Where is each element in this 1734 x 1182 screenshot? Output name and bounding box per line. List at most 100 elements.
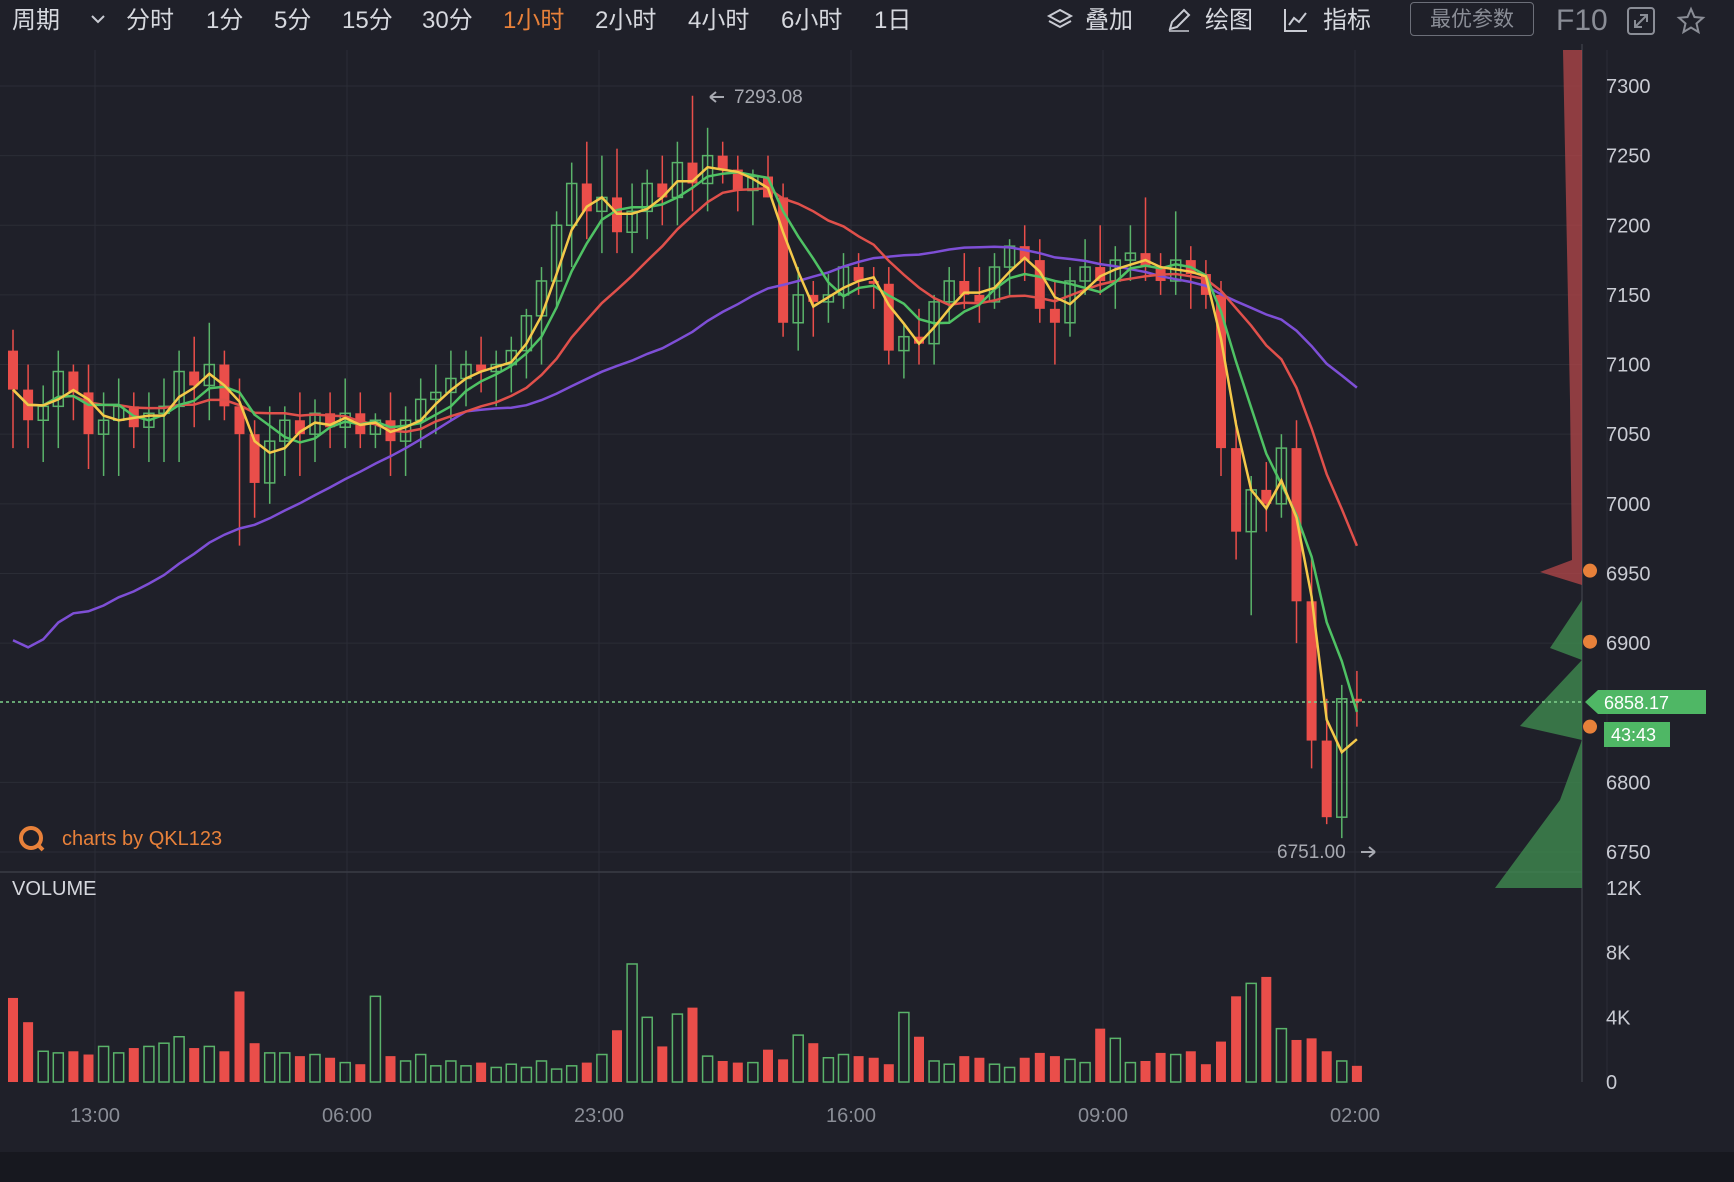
volume-bar-up bbox=[203, 1045, 216, 1083]
toolbar: 周期 分时 1分 5分 15分 30分 1小时 2小时 4小时 6小时 1日 叠… bbox=[0, 0, 1734, 44]
candle-down bbox=[1216, 294, 1226, 449]
candle-up bbox=[701, 154, 714, 185]
volume-bar-down bbox=[83, 1054, 94, 1082]
candle-up bbox=[203, 363, 216, 387]
star-icon[interactable] bbox=[1676, 6, 1706, 41]
volume-bar-down bbox=[1140, 1060, 1151, 1082]
volume-bar-up bbox=[626, 963, 638, 1083]
interval-tab[interactable]: 15分 bbox=[342, 7, 393, 34]
interval-tab[interactable]: 1日 bbox=[874, 7, 912, 34]
expand-icon[interactable] bbox=[1626, 6, 1656, 41]
candle-up bbox=[143, 412, 155, 428]
volume-profile bbox=[1495, 50, 1582, 888]
overlay-button[interactable]: 叠加 bbox=[1085, 7, 1133, 34]
volume-bar-down bbox=[234, 991, 245, 1082]
candle-up bbox=[1079, 266, 1091, 282]
volume-bar-down bbox=[128, 1048, 139, 1082]
volume-bar-down bbox=[732, 1062, 743, 1082]
order-dot bbox=[1583, 634, 1597, 649]
y-tick-label: 6750 bbox=[1606, 842, 1651, 864]
candle-up bbox=[898, 335, 910, 352]
interval-tab[interactable]: 1分 bbox=[206, 7, 244, 34]
volume-bar-up bbox=[339, 1061, 351, 1083]
interval-tab-active[interactable]: 1小时 bbox=[503, 7, 565, 34]
volume-tick-label: 4K bbox=[1606, 1007, 1631, 1029]
volume-bar-up bbox=[97, 1045, 110, 1083]
volume-bar-up bbox=[1079, 1061, 1091, 1083]
volume-bar-down bbox=[1034, 1052, 1045, 1082]
volume-bar-down bbox=[249, 1043, 260, 1082]
x-tick-label: 16:00 bbox=[826, 1105, 876, 1127]
candle-down bbox=[1095, 267, 1106, 281]
volume-bar-down bbox=[808, 1043, 819, 1082]
y-tick-label: 7200 bbox=[1606, 215, 1651, 237]
interval-tab[interactable]: 2小时 bbox=[595, 7, 657, 34]
volume-bar-down bbox=[355, 1064, 366, 1082]
high-label: 7293.08 bbox=[734, 87, 803, 108]
period-label[interactable]: 周期 bbox=[12, 7, 60, 34]
volume-bar-up bbox=[414, 1053, 427, 1083]
volume-bar-down bbox=[1351, 1065, 1362, 1082]
qkl-logo-tail bbox=[35, 842, 45, 852]
profile-buy bbox=[1495, 600, 1582, 888]
y-tick-label: 6950 bbox=[1606, 563, 1651, 585]
layers-icon[interactable] bbox=[1046, 6, 1074, 39]
volume-bar-down bbox=[385, 1056, 396, 1082]
candlestick-chart[interactable]: 6750 6800 6900 6950 7000 7050 7100 7150 7200 7250… bbox=[0, 44, 1734, 1152]
volume-bar-down bbox=[1291, 1039, 1302, 1082]
profile-sell bbox=[1540, 50, 1582, 585]
volume-bar-up bbox=[445, 1060, 457, 1083]
candle-down bbox=[778, 197, 789, 323]
volume-bar-up bbox=[52, 1052, 65, 1083]
volume-bar-up bbox=[1109, 1037, 1122, 1083]
x-tick-label: 09:00 bbox=[1078, 1105, 1128, 1127]
volume-bar-down bbox=[1231, 996, 1242, 1082]
volume-bar-down bbox=[763, 1049, 773, 1082]
line-chart-icon[interactable] bbox=[1282, 6, 1310, 39]
candle-up bbox=[97, 419, 110, 435]
volume-bar-up bbox=[399, 1060, 412, 1083]
interval-tab[interactable]: 4小时 bbox=[688, 7, 750, 34]
countdown-label: 43:43 bbox=[1611, 725, 1656, 745]
low-marker: 6751.00 bbox=[1277, 842, 1376, 863]
volume-bar-up bbox=[430, 1065, 442, 1083]
high-marker: 7293.08 bbox=[709, 87, 803, 108]
last-price-badge: 6858.17 bbox=[1585, 690, 1706, 714]
chevron-down-icon[interactable] bbox=[88, 6, 108, 39]
candle-up bbox=[430, 391, 442, 401]
volume-bars bbox=[8, 963, 1362, 1083]
volume-bar-up bbox=[792, 1034, 804, 1083]
candle-down bbox=[325, 413, 336, 428]
interval-tab[interactable]: 30分 bbox=[422, 7, 473, 34]
candle-down bbox=[657, 183, 668, 198]
volume-bar-up bbox=[988, 1063, 1001, 1083]
volume-bar-down bbox=[68, 1051, 79, 1082]
volume-tick-label: 12K bbox=[1606, 878, 1642, 900]
volume-bar-down bbox=[1019, 1057, 1030, 1082]
volume-bar-down bbox=[1306, 1038, 1317, 1082]
bottom-scrollbar[interactable] bbox=[0, 1152, 1734, 1182]
optimal-params-button[interactable]: 最优参数 bbox=[1410, 2, 1534, 36]
volume-bar-down bbox=[1261, 976, 1272, 1082]
volume-bar-up bbox=[535, 1060, 548, 1083]
candle-down bbox=[883, 283, 894, 351]
draw-button[interactable]: 绘图 bbox=[1205, 7, 1253, 34]
interval-tab[interactable]: 6小时 bbox=[781, 7, 843, 34]
candle-down bbox=[83, 392, 94, 435]
candle-down bbox=[1351, 698, 1362, 702]
f10-button[interactable]: F10 bbox=[1556, 4, 1608, 37]
candle-up bbox=[565, 182, 578, 227]
volume-bar-down bbox=[914, 1036, 924, 1082]
candle-down bbox=[868, 280, 879, 284]
interval-tab[interactable]: 5分 bbox=[274, 7, 312, 34]
candle-down bbox=[476, 364, 487, 372]
pencil-icon[interactable] bbox=[1165, 6, 1193, 39]
indicator-button[interactable]: 指标 bbox=[1323, 7, 1371, 34]
volume-bar-down bbox=[476, 1062, 487, 1082]
volume-bar-down bbox=[657, 1046, 668, 1082]
volume-bar-up bbox=[550, 1068, 563, 1083]
volume-bar-up bbox=[369, 995, 382, 1083]
candle-up bbox=[550, 224, 563, 282]
interval-tab[interactable]: 分时 bbox=[126, 7, 174, 34]
volume-bar-down bbox=[883, 1064, 894, 1082]
